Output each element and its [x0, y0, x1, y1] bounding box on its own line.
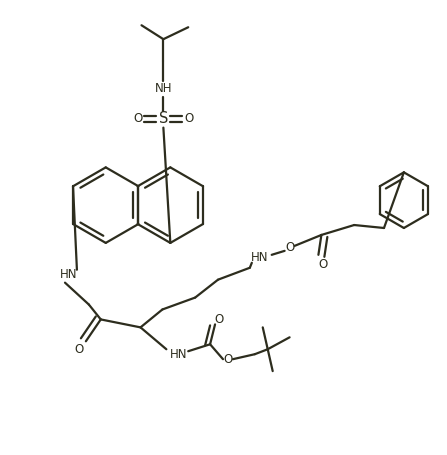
- Text: HN: HN: [169, 348, 187, 361]
- Text: HN: HN: [60, 268, 78, 281]
- Text: O: O: [319, 258, 328, 271]
- Text: NH: NH: [155, 82, 172, 96]
- Text: O: O: [185, 112, 194, 125]
- Text: S: S: [159, 111, 168, 126]
- Text: O: O: [215, 313, 224, 326]
- Text: O: O: [224, 353, 232, 366]
- Text: O: O: [74, 343, 84, 356]
- Text: HN: HN: [251, 251, 269, 264]
- Text: O: O: [285, 241, 294, 254]
- Text: O: O: [133, 112, 142, 125]
